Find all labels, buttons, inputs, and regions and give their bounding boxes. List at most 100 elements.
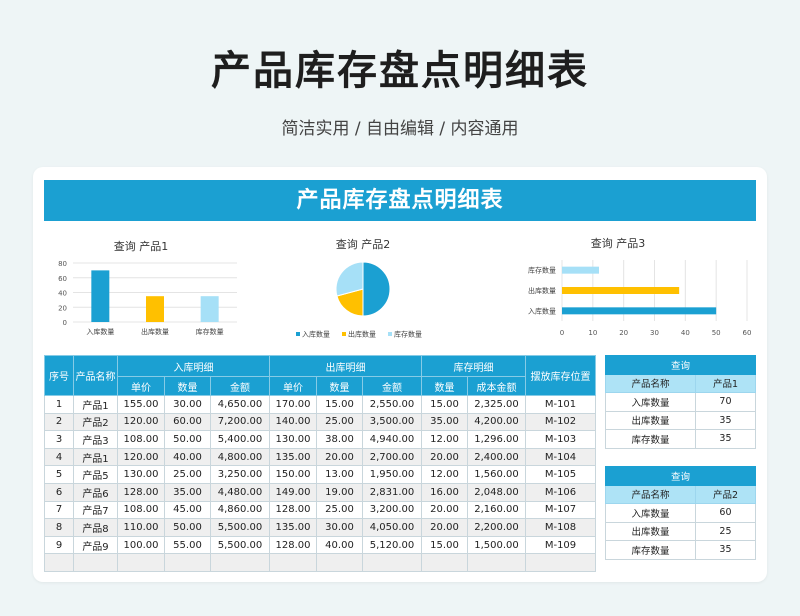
table-cell[interactable] (362, 553, 422, 572)
table-cell[interactable] (73, 553, 118, 572)
table-cell[interactable] (525, 553, 596, 572)
table-cell[interactable] (421, 553, 468, 572)
table-cell[interactable]: 2,325.00 (467, 395, 526, 414)
table-cell[interactable]: 40.00 (316, 535, 363, 555)
table-cell[interactable]: 35.00 (421, 412, 468, 432)
table-cell[interactable]: 1,950.00 (362, 465, 422, 484)
table-cell[interactable]: 25.00 (316, 412, 363, 432)
table-cell[interactable]: 产品5 (73, 465, 118, 484)
table-cell[interactable] (117, 553, 165, 572)
table-cell[interactable]: 5,500.00 (210, 518, 270, 537)
table-cell[interactable] (316, 553, 363, 572)
table-cell[interactable]: 1,500.00 (467, 535, 526, 555)
table-cell[interactable]: 108.00 (117, 430, 165, 449)
table-cell[interactable]: M-107 (525, 500, 596, 520)
table-cell[interactable]: 45.00 (164, 500, 211, 520)
table-cell[interactable]: 12.00 (421, 430, 468, 449)
table-cell[interactable]: 4,800.00 (210, 447, 270, 467)
table-cell[interactable]: 108.00 (117, 500, 165, 520)
table-cell[interactable]: 15.00 (316, 395, 363, 414)
table-cell[interactable]: 170.00 (269, 395, 317, 414)
table-cell[interactable]: 15.00 (421, 535, 468, 555)
table-cell[interactable]: 产品1 (73, 395, 118, 414)
query-product-select[interactable]: 产品1 (694, 373, 757, 393)
table-cell[interactable]: 140.00 (269, 412, 317, 432)
table-cell[interactable]: 4,650.00 (210, 395, 270, 414)
table-cell[interactable]: 120.00 (117, 412, 165, 432)
table-cell[interactable]: 7,200.00 (210, 412, 270, 432)
table-cell[interactable]: 2,400.00 (467, 447, 526, 467)
table-cell[interactable]: 16.00 (421, 482, 468, 502)
table-cell[interactable] (467, 553, 526, 572)
table-cell[interactable]: 20.00 (421, 518, 468, 537)
table-cell[interactable]: M-103 (525, 430, 596, 449)
table-cell[interactable]: 2,550.00 (362, 395, 422, 414)
table-cell[interactable]: 5 (44, 465, 74, 484)
table-cell[interactable]: 15.00 (421, 395, 468, 414)
table-cell[interactable]: 2,048.00 (467, 482, 526, 502)
table-cell[interactable]: 30.00 (164, 395, 211, 414)
table-cell[interactable]: 50.00 (164, 518, 211, 537)
table-cell[interactable]: 110.00 (117, 518, 165, 537)
table-cell[interactable]: 19.00 (316, 482, 363, 502)
table-cell[interactable]: 1 (44, 395, 74, 414)
table-cell[interactable]: 5,500.00 (210, 535, 270, 555)
table-cell[interactable]: 产品7 (73, 500, 118, 520)
table-cell[interactable]: 3,200.00 (362, 500, 422, 520)
table-cell[interactable]: 40.00 (164, 447, 211, 467)
table-cell[interactable]: 20.00 (316, 447, 363, 467)
table-cell[interactable]: 38.00 (316, 430, 363, 449)
table-cell[interactable]: 2,700.00 (362, 447, 422, 467)
table-cell[interactable]: 3,250.00 (210, 465, 270, 484)
table-cell[interactable]: M-105 (525, 465, 596, 484)
table-cell[interactable]: 产品3 (73, 430, 118, 449)
table-cell[interactable]: 4,050.00 (362, 518, 422, 537)
table-cell[interactable]: 产品9 (73, 535, 118, 555)
table-cell[interactable]: 6 (44, 482, 74, 502)
table-cell[interactable]: 3 (44, 430, 74, 449)
table-cell[interactable]: 25.00 (164, 465, 211, 484)
table-cell[interactable]: 128.00 (269, 535, 317, 555)
table-cell[interactable] (269, 553, 317, 572)
table-cell[interactable]: 4,480.00 (210, 482, 270, 502)
table-cell[interactable]: 35.00 (164, 482, 211, 502)
table-cell[interactable]: 30.00 (316, 518, 363, 537)
table-cell[interactable]: M-102 (525, 412, 596, 432)
table-cell[interactable]: 128.00 (117, 482, 165, 502)
table-cell[interactable]: 5,400.00 (210, 430, 270, 449)
table-cell[interactable] (210, 553, 270, 572)
table-cell[interactable]: 7 (44, 500, 74, 520)
table-cell[interactable]: 2,200.00 (467, 518, 526, 537)
table-cell[interactable]: M-106 (525, 482, 596, 502)
table-cell[interactable]: 1,560.00 (467, 465, 526, 484)
table-cell[interactable] (44, 553, 74, 572)
table-cell[interactable]: 155.00 (117, 395, 165, 414)
table-cell[interactable]: 9 (44, 535, 74, 555)
table-cell[interactable]: 20.00 (421, 500, 468, 520)
table-cell[interactable]: M-104 (525, 447, 596, 467)
table-cell[interactable]: 150.00 (269, 465, 317, 484)
table-cell[interactable]: 5,120.00 (362, 535, 422, 555)
table-cell[interactable]: 产品2 (73, 412, 118, 432)
table-cell[interactable]: 60.00 (164, 412, 211, 432)
table-cell[interactable]: 50.00 (164, 430, 211, 449)
table-cell[interactable]: 120.00 (117, 447, 165, 467)
table-cell[interactable]: 55.00 (164, 535, 211, 555)
table-cell[interactable]: 20.00 (421, 447, 468, 467)
table-cell[interactable]: 产品1 (73, 447, 118, 467)
table-cell[interactable]: 2,160.00 (467, 500, 526, 520)
table-cell[interactable]: 130.00 (117, 465, 165, 484)
table-cell[interactable]: 135.00 (269, 447, 317, 467)
table-cell[interactable]: 12.00 (421, 465, 468, 484)
table-cell[interactable]: 149.00 (269, 482, 317, 502)
table-cell[interactable]: 4 (44, 447, 74, 467)
table-cell[interactable]: 128.00 (269, 500, 317, 520)
table-cell[interactable]: 8 (44, 518, 74, 537)
table-cell[interactable]: 4,200.00 (467, 412, 526, 432)
table-cell[interactable]: 4,940.00 (362, 430, 422, 449)
table-cell[interactable]: M-109 (525, 535, 596, 555)
table-cell[interactable]: M-108 (525, 518, 596, 537)
query-product-select[interactable]: 产品2 (694, 484, 757, 504)
table-cell[interactable]: 4,860.00 (210, 500, 270, 520)
table-cell[interactable]: M-101 (525, 395, 596, 414)
